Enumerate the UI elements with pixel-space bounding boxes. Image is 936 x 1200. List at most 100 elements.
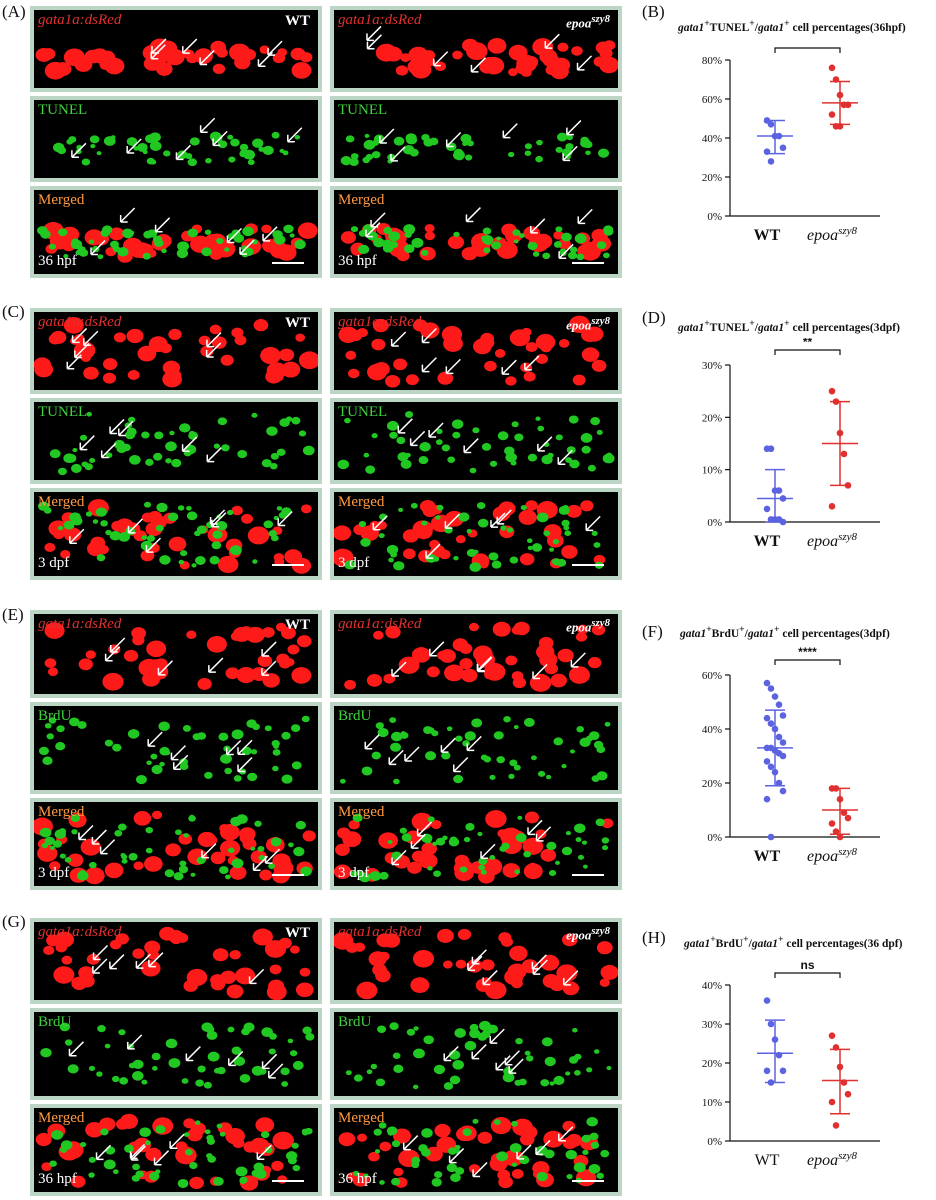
red-cell xyxy=(74,56,93,72)
arrow-marker xyxy=(421,357,437,373)
green-cell xyxy=(178,865,189,874)
red-cell xyxy=(368,951,387,967)
green-cell xyxy=(378,533,385,539)
green-cell xyxy=(441,444,451,452)
green-cell xyxy=(235,1166,248,1177)
green-cell xyxy=(227,847,235,854)
red-cell xyxy=(502,863,521,878)
green-cell xyxy=(527,545,533,550)
green-cell xyxy=(382,243,394,253)
green-cell xyxy=(57,467,67,476)
red-cell xyxy=(133,811,152,826)
green-cell xyxy=(371,151,381,159)
green-cell xyxy=(531,543,543,552)
green-cell xyxy=(511,1120,518,1127)
green-cell xyxy=(159,761,165,767)
green-cell xyxy=(213,443,220,449)
red-cell xyxy=(168,536,187,552)
data-point xyxy=(767,1020,775,1028)
arrow-marker xyxy=(535,826,552,842)
arrow-marker xyxy=(109,418,125,435)
red-cell xyxy=(34,361,54,378)
red-cell xyxy=(132,635,145,646)
panel-letter-g: (G) xyxy=(2,912,26,931)
genotype-label-mutant: epoaszy8 xyxy=(566,13,610,31)
green-cell xyxy=(548,869,557,877)
red-cell xyxy=(576,624,589,635)
red-cell xyxy=(276,244,297,261)
arrow-marker xyxy=(557,449,573,466)
green-cell xyxy=(508,773,515,779)
merged-label: Merged xyxy=(338,494,385,510)
red-cell xyxy=(498,932,512,944)
arrow-marker xyxy=(95,1144,112,1161)
arrow-marker xyxy=(256,1144,272,1160)
red-cell xyxy=(47,667,59,677)
green-cell xyxy=(464,731,476,741)
red-cell xyxy=(599,56,618,74)
y-tick-label: 0% xyxy=(707,832,722,844)
green-cell xyxy=(386,544,399,555)
green-cell xyxy=(388,557,394,563)
dsred-label: gata1a:dsRed xyxy=(38,616,122,632)
arrow-marker xyxy=(92,958,108,974)
green-cell xyxy=(292,1060,304,1070)
red-cell xyxy=(35,1132,52,1147)
red-cell xyxy=(63,527,82,542)
green-cell xyxy=(59,1022,71,1032)
stain-label: TUNEL xyxy=(38,102,88,118)
green-cell xyxy=(239,150,248,158)
arrow-marker xyxy=(104,646,121,662)
red-cell xyxy=(278,937,292,949)
green-cell xyxy=(168,1058,181,1068)
stage-label: 36 hpf xyxy=(338,1171,377,1187)
green-cell xyxy=(114,830,123,837)
green-cell xyxy=(188,815,196,822)
red-cell xyxy=(479,60,496,74)
red-cell xyxy=(269,964,282,975)
green-cell xyxy=(266,426,278,436)
green-cell xyxy=(574,823,586,834)
dsred-label: gata1a:dsRed xyxy=(38,12,122,28)
x-label-mutant: epoaszy8 xyxy=(807,225,858,244)
green-cell xyxy=(469,467,477,474)
arrow-marker xyxy=(470,57,486,73)
data-point xyxy=(828,64,836,72)
green-cell xyxy=(250,749,258,755)
green-cell xyxy=(453,555,459,561)
arrow-marker xyxy=(471,1044,487,1060)
scatter-chart-b: 0% 20% 40% 60% 80% WT epoaszy8 ** xyxy=(702,40,880,244)
red-cell xyxy=(580,500,594,512)
green-cell xyxy=(596,1172,604,1179)
green-cell xyxy=(154,146,160,151)
green-cell xyxy=(431,730,439,737)
green-cell xyxy=(365,465,376,474)
green-cell xyxy=(205,157,212,164)
arrow-marker xyxy=(208,657,224,673)
green-cell xyxy=(216,237,224,245)
arrow-marker xyxy=(366,34,382,50)
red-cell xyxy=(477,1131,493,1144)
arrow-marker xyxy=(563,970,579,986)
green-cell xyxy=(574,233,587,244)
green-cell xyxy=(165,458,172,464)
red-cell xyxy=(422,50,436,61)
arrow-marker xyxy=(175,144,191,161)
green-cell xyxy=(128,852,138,861)
green-cell xyxy=(472,427,480,434)
green-cell xyxy=(70,463,82,473)
green-cell xyxy=(352,813,363,823)
red-cell xyxy=(220,970,237,984)
green-cell xyxy=(556,558,567,567)
red-cell xyxy=(525,500,538,511)
green-cell xyxy=(600,1149,610,1158)
micrograph: gata1a:dsRed WT xyxy=(30,610,322,698)
green-cell xyxy=(181,1078,189,1084)
red-cell xyxy=(219,824,240,841)
green-cell xyxy=(169,430,175,436)
green-cell xyxy=(568,415,579,424)
red-cell xyxy=(518,509,537,525)
green-cell xyxy=(509,1143,522,1153)
genotype-label-mutant: epoaszy8 xyxy=(566,315,610,333)
arrow-marker xyxy=(379,128,395,144)
